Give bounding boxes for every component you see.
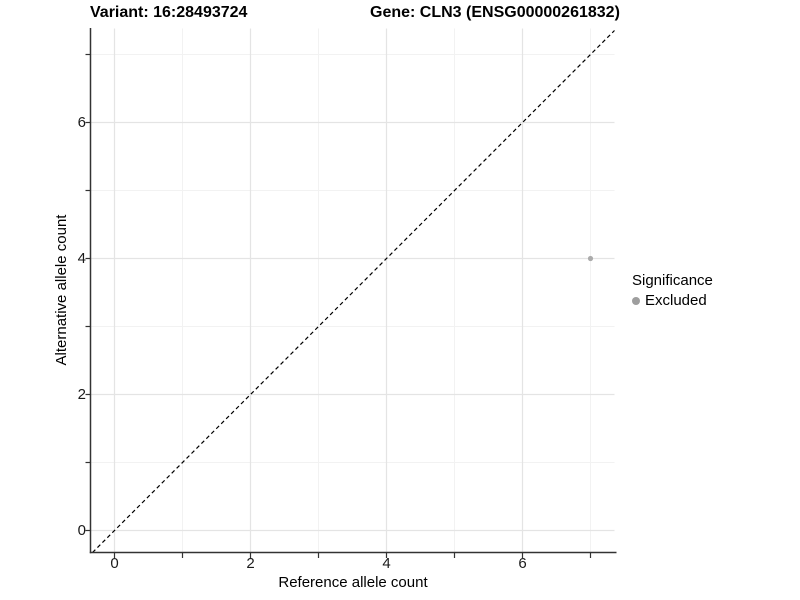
x-tick-label-2: 2 bbox=[246, 555, 255, 572]
axis-lines bbox=[89, 28, 617, 554]
x-tick-label-6: 6 bbox=[518, 555, 527, 572]
legend-item-label: Excluded bbox=[645, 292, 707, 309]
y-axis-ticks bbox=[85, 53, 91, 532]
identity-dashed-line bbox=[92, 30, 615, 553]
y-tick-label-2: 2 bbox=[77, 385, 86, 403]
legend-item-excluded: Excluded bbox=[632, 292, 713, 310]
y-tick-label-0: 0 bbox=[77, 521, 86, 539]
legend: Significance Excluded bbox=[632, 272, 713, 310]
grid-minor bbox=[90, 28, 615, 553]
plot-title-variant: Variant: 16:28493724 bbox=[90, 4, 248, 21]
x-axis-ticks bbox=[113, 553, 592, 558]
data-point-excluded bbox=[587, 255, 594, 262]
x-axis-title: Reference allele count bbox=[278, 574, 428, 591]
y-tick-label-6: 6 bbox=[77, 113, 86, 131]
plot-title-gene: Gene: CLN3 (ENSG00000261832) bbox=[370, 4, 620, 21]
legend-key-dot-icon bbox=[632, 297, 640, 305]
grid-major bbox=[90, 28, 615, 553]
y-tick-label-4: 4 bbox=[77, 249, 86, 267]
y-axis-title: Alternative allele count bbox=[53, 214, 70, 366]
x-tick-label-0: 0 bbox=[110, 555, 119, 572]
x-tick-label-4: 4 bbox=[382, 555, 391, 572]
legend-title: Significance bbox=[632, 272, 713, 289]
